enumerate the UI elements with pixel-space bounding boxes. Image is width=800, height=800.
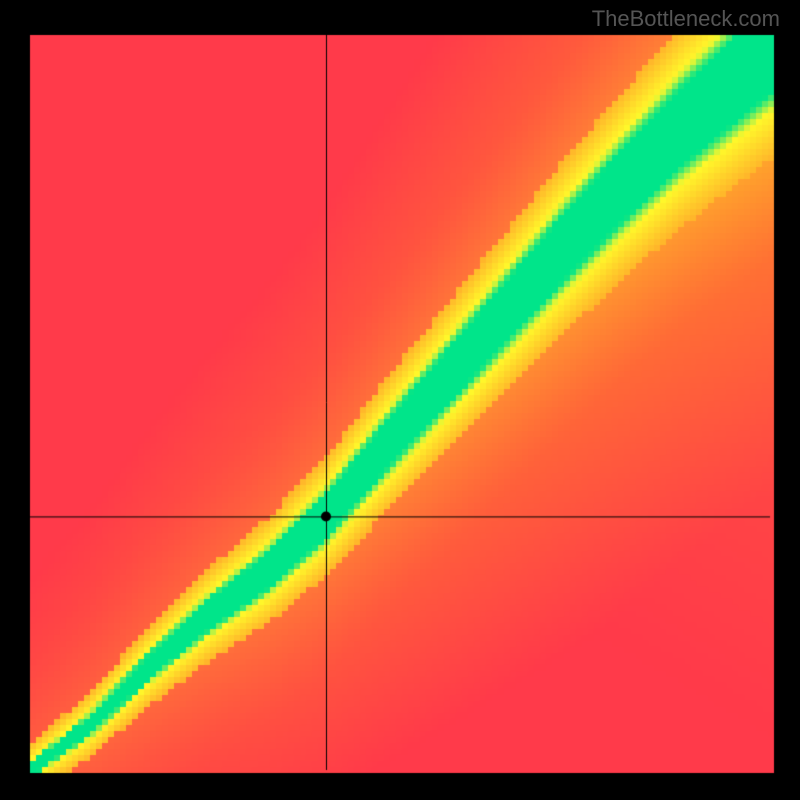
watermark-text: TheBottleneck.com xyxy=(592,6,780,32)
heatmap-canvas xyxy=(0,0,800,800)
chart-container: TheBottleneck.com xyxy=(0,0,800,800)
